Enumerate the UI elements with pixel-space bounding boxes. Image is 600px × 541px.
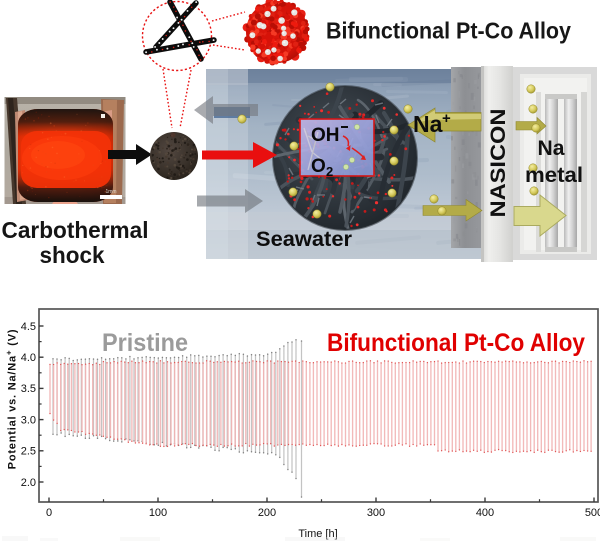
svg-text:Na: Na [538, 137, 565, 160]
svg-text:1mm: 1mm [105, 189, 116, 195]
svg-text:300: 300 [367, 507, 385, 519]
svg-text:Pristine: Pristine [102, 329, 188, 357]
svg-text:0: 0 [46, 507, 52, 519]
svg-text:NASICON: NASICON [487, 109, 510, 218]
svg-text:Bifunctional Pt-Co Alloy: Bifunctional Pt-Co Alloy [326, 18, 571, 44]
svg-text:200: 200 [258, 507, 276, 519]
svg-text:100: 100 [149, 507, 167, 519]
svg-text:2.0: 2.0 [21, 477, 36, 489]
svg-text:Carbothermal: Carbothermal [2, 217, 149, 243]
svg-text:shock: shock [40, 242, 105, 268]
svg-text:2: 2 [326, 164, 333, 179]
svg-text:2.5: 2.5 [21, 446, 36, 458]
svg-text:Seawater: Seawater [256, 227, 353, 251]
svg-text:400: 400 [476, 507, 494, 519]
svg-text:Bifunctional Pt-Co Alloy: Bifunctional Pt-Co Alloy [327, 329, 585, 357]
svg-text:Potential vs. Na/Na+ (V): Potential vs. Na/Na+ (V) [5, 329, 19, 470]
svg-text:4.5: 4.5 [21, 321, 36, 333]
svg-text:Time [h]: Time [h] [298, 528, 337, 540]
svg-text:+: + [442, 110, 451, 127]
svg-text:500: 500 [585, 507, 600, 519]
svg-text:OH: OH [311, 125, 340, 146]
svg-text:O: O [311, 156, 326, 177]
svg-text:3.5: 3.5 [21, 383, 36, 395]
svg-text:4.0: 4.0 [21, 352, 36, 364]
svg-text:3.0: 3.0 [21, 414, 36, 426]
svg-text:metal: metal [525, 164, 583, 187]
svg-text:Na: Na [413, 111, 443, 137]
